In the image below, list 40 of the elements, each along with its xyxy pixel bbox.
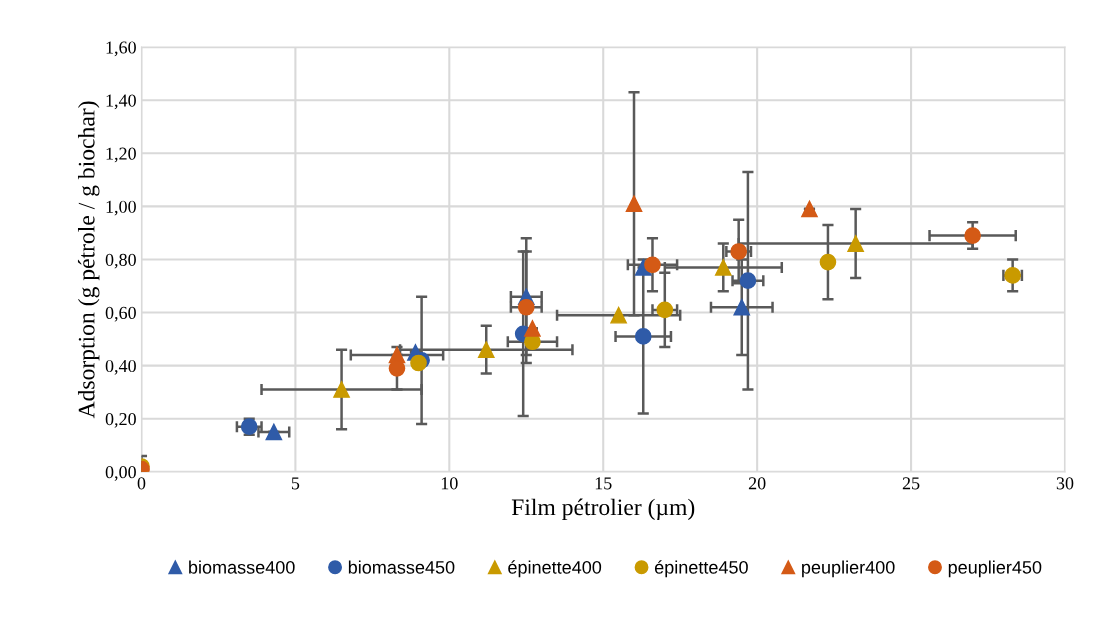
point	[265, 423, 283, 441]
x-tick-label: 5	[291, 477, 300, 490]
point	[714, 259, 732, 276]
point	[819, 253, 837, 271]
point	[517, 298, 535, 316]
legend-label: épinette400	[508, 560, 602, 578]
point	[625, 195, 643, 213]
y-tick-label: 1,40	[106, 94, 136, 110]
y-tick-label: 0,40	[105, 359, 136, 375]
x-tick-label: 15	[595, 477, 612, 490]
y-tick-label: 0,00	[105, 466, 136, 481]
point	[739, 272, 757, 290]
x-axis-title: Film pétrolier (µm)	[511, 498, 695, 521]
point	[656, 301, 674, 319]
legend-label: épinette450	[654, 560, 748, 578]
point	[733, 298, 751, 316]
x-tick-label: 20	[748, 477, 766, 490]
y-axis-title: Adsorption (g pétrole / g biochar)	[77, 101, 100, 419]
point	[847, 235, 864, 252]
x-tick-label: 30	[1056, 477, 1074, 490]
point	[644, 256, 661, 274]
y-tick-label: 0,60	[105, 306, 136, 322]
legend-label: peuplier450	[948, 560, 1042, 578]
legend-label: biomasse400	[189, 560, 295, 574]
x-tick-label: 10	[441, 477, 458, 490]
point	[964, 227, 981, 244]
point	[524, 320, 541, 337]
point	[801, 200, 818, 218]
legend-label: peuplier400	[802, 560, 895, 578]
x-tick-label: 0	[137, 477, 146, 490]
y-tick-label: 1,20	[106, 147, 136, 163]
point	[333, 381, 350, 398]
x-tick-label: 25	[902, 477, 920, 490]
y-tick-label: 0,20	[105, 412, 136, 428]
point	[634, 328, 652, 345]
y-tick-label: 1,60	[106, 41, 136, 57]
point	[477, 341, 495, 359]
legend-label: biomasse450	[348, 560, 455, 574]
y-tick-label: 0,80	[105, 253, 136, 269]
y-tick-label: 1,00	[106, 200, 136, 216]
